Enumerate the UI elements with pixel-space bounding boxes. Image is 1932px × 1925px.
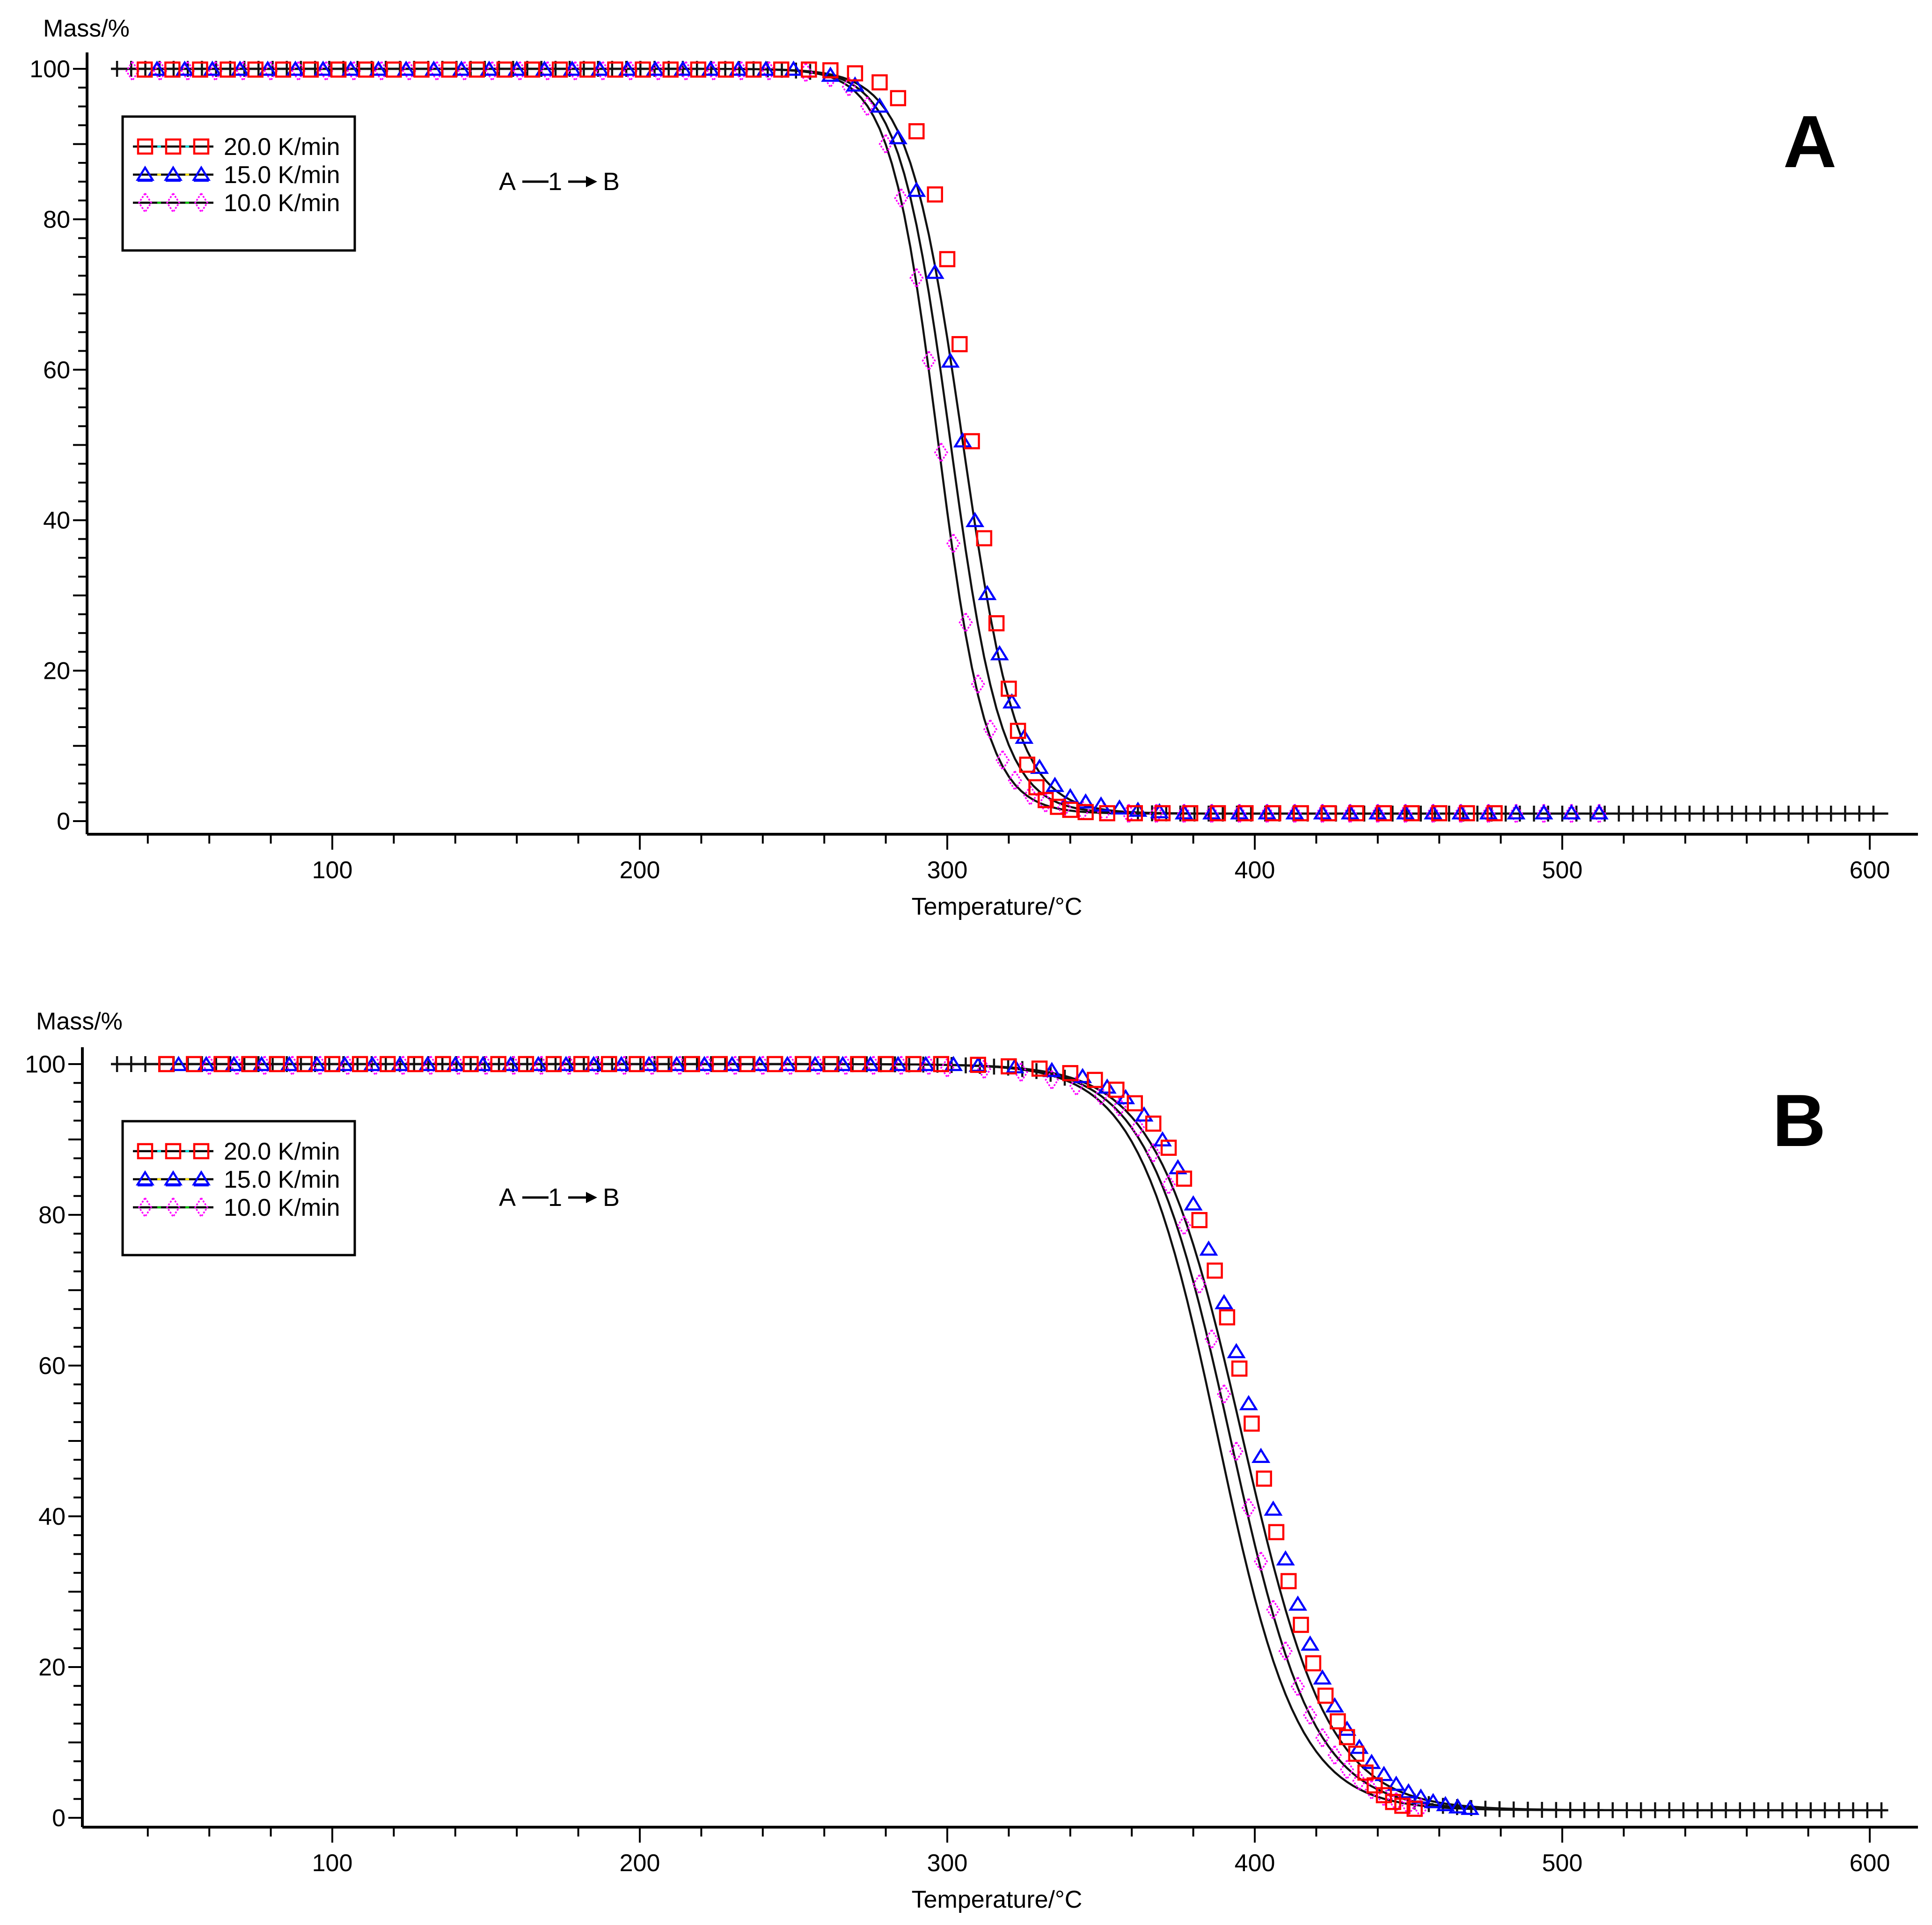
legend-item-label: 15.0 K/min <box>224 1166 340 1193</box>
x-tick-label: 100 <box>312 1850 353 1877</box>
panel-label-b: B <box>1772 1080 1826 1162</box>
plot-a: 0 20 40 60 80 100 100 200 300 400 500 600 Mass/% Temp… <box>29 15 1918 920</box>
arrow-right-icon <box>586 1192 597 1203</box>
y-axis-title: Mass/% <box>36 1008 123 1035</box>
annotation-product: B <box>603 1183 620 1212</box>
x-tick-label: 300 <box>927 857 968 884</box>
fit-plus-markers-b <box>112 1056 1886 1818</box>
y-tick-label: 80 <box>43 206 70 233</box>
x-tick-label: 500 <box>1542 1850 1583 1877</box>
series-b-20-0-k-min <box>158 1056 1423 1817</box>
y-tick-label: 40 <box>38 1503 66 1530</box>
x-tick-label: 100 <box>312 857 353 884</box>
legend-item-label: 10.0 K/min <box>224 1194 340 1221</box>
y-tick-label: 20 <box>38 1654 66 1681</box>
y-tick-label: 60 <box>43 357 70 384</box>
y-axis-title: Mass/% <box>43 15 130 42</box>
x-tick-label: 600 <box>1850 857 1890 884</box>
fit-lines-a <box>111 67 1888 815</box>
x-tick-label: 400 <box>1235 857 1275 884</box>
y-tick-label: 80 <box>38 1202 66 1229</box>
y-tick-label: 0 <box>52 1805 66 1832</box>
annotation-reactant: A <box>499 168 516 196</box>
annotation-product: B <box>603 168 620 196</box>
x-tick-label: 400 <box>1235 1850 1275 1877</box>
series-b-15-0-k-min <box>169 1056 1479 1815</box>
y-tick-label: 40 <box>43 507 70 534</box>
fit-lines-b <box>111 1063 1888 1812</box>
arrow-right-icon <box>586 176 597 187</box>
y-tick-label: 0 <box>57 808 70 835</box>
series-a-20-0-k-min <box>136 61 1503 822</box>
axes-a: 0 20 40 60 80 100 100 200 300 400 500 600 <box>29 52 1918 884</box>
x-tick-label: 200 <box>620 857 660 884</box>
x-axis-title: Temperature/°C <box>912 1886 1083 1913</box>
x-tick-label: 600 <box>1850 1850 1890 1877</box>
annotation-step: 1 <box>548 168 562 196</box>
y-tick-label: 20 <box>43 658 70 685</box>
legend-item-label: 20.0 K/min <box>224 133 340 161</box>
annotation-step: 1 <box>548 1183 562 1212</box>
axes-b: 0 20 40 60 80 100 100 200 300 400 500 600 <box>25 1047 1918 1877</box>
x-tick-label: 200 <box>620 1850 660 1877</box>
x-tick-label: 300 <box>927 1850 968 1877</box>
series-b-10-0-k-min <box>202 1055 1428 1819</box>
series-a-15-0-k-min <box>147 60 1609 820</box>
legend-item-label: 15.0 K/min <box>224 162 340 189</box>
x-tick-label: 500 <box>1542 857 1583 884</box>
y-tick-label: 100 <box>25 1051 66 1078</box>
annotation-reactant: A <box>499 1183 516 1212</box>
x-axis-title: Temperature/°C <box>912 893 1083 920</box>
panel-label-a: A <box>1783 101 1837 183</box>
reaction-annotation-a: A 1 B <box>499 168 620 196</box>
y-tick-label: 60 <box>38 1352 66 1380</box>
reaction-annotation-b: A 1 B <box>499 1183 620 1212</box>
legend-item-label: 10.0 K/min <box>224 190 340 217</box>
plot-b: 0 20 40 60 80 100 100 200 300 400 500 600 Mass/% Temp… <box>25 1008 1918 1913</box>
y-tick-label: 100 <box>29 56 70 83</box>
legend-item-label: 20.0 K/min <box>224 1138 340 1165</box>
